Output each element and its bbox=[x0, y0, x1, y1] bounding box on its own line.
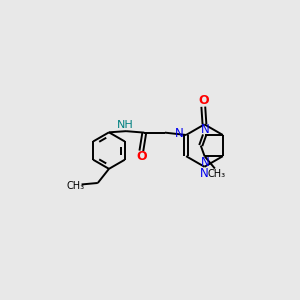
Text: N: N bbox=[201, 123, 209, 136]
Text: N: N bbox=[201, 156, 209, 169]
Text: CH₃: CH₃ bbox=[207, 169, 225, 179]
Text: CH₃: CH₃ bbox=[66, 181, 84, 191]
Text: O: O bbox=[198, 94, 208, 107]
Text: O: O bbox=[136, 150, 147, 163]
Text: N: N bbox=[200, 167, 208, 180]
Text: NH: NH bbox=[117, 120, 134, 130]
Text: N: N bbox=[175, 127, 184, 140]
